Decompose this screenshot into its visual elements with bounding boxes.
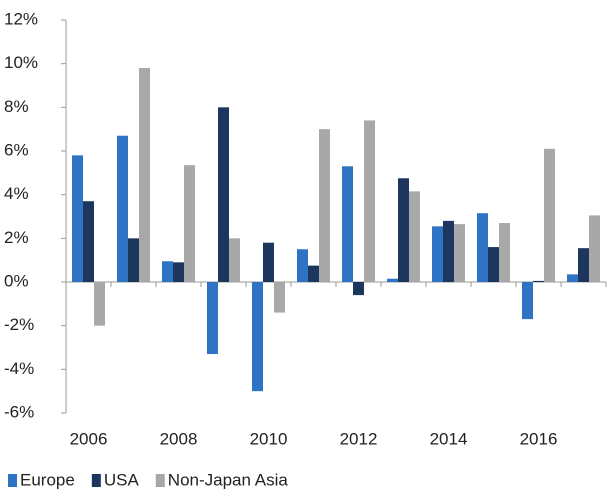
- bar: [297, 249, 308, 282]
- bar: [308, 265, 319, 282]
- x-tick-label: 2010: [250, 429, 288, 448]
- bar: [207, 282, 218, 355]
- bar: [162, 261, 173, 282]
- bar: [409, 191, 420, 282]
- x-tick-label: 2016: [520, 429, 558, 448]
- bar: [488, 247, 499, 282]
- bar: [353, 282, 364, 296]
- bar: [567, 274, 578, 282]
- y-tick-label: 8%: [4, 97, 29, 116]
- bar: [477, 213, 488, 282]
- y-tick-label: -2%: [4, 315, 34, 334]
- y-tick-label: 4%: [4, 184, 29, 203]
- legend-swatch: [91, 474, 101, 487]
- bar: [72, 155, 83, 282]
- bar: [342, 166, 353, 282]
- bar: [139, 68, 150, 283]
- bar: [319, 129, 330, 282]
- bar: [117, 135, 128, 282]
- x-tick-label: 2014: [430, 429, 468, 448]
- legend-swatch: [8, 474, 17, 487]
- y-tick-label: -4%: [4, 359, 34, 378]
- bar: [499, 223, 510, 282]
- y-tick-label: 0%: [4, 271, 29, 290]
- bar: [589, 215, 600, 282]
- bar: [398, 178, 409, 282]
- legend-label: USA: [104, 470, 140, 489]
- bar: [263, 242, 274, 282]
- bar: [218, 107, 229, 282]
- bar: [522, 282, 533, 320]
- bar: [387, 278, 398, 282]
- bar: [274, 282, 285, 313]
- x-tick-label: 2008: [160, 429, 198, 448]
- bar: [128, 238, 139, 282]
- bar: [454, 224, 465, 282]
- bar: [578, 248, 589, 282]
- legend-swatch: [155, 474, 165, 487]
- bar: [443, 220, 454, 282]
- legend-label: Non-Japan Asia: [168, 470, 289, 489]
- bar: [432, 226, 443, 282]
- y-tick-label: 2%: [4, 228, 29, 247]
- y-tick-label: 6%: [4, 140, 29, 159]
- y-tick-label: 10%: [4, 53, 38, 72]
- bar: [229, 238, 240, 282]
- bar: [533, 280, 544, 282]
- bar: [94, 282, 105, 326]
- bar: [252, 282, 263, 392]
- y-tick-label: -6%: [4, 402, 34, 421]
- y-tick-label: 12%: [4, 9, 38, 28]
- legend-label: Europe: [20, 470, 75, 489]
- bar: [184, 165, 195, 282]
- x-tick-label: 2006: [70, 429, 108, 448]
- bar: [83, 201, 94, 282]
- x-tick-label: 2012: [340, 429, 378, 448]
- bar: [364, 120, 375, 282]
- bar: [173, 262, 184, 282]
- bar: [544, 148, 555, 282]
